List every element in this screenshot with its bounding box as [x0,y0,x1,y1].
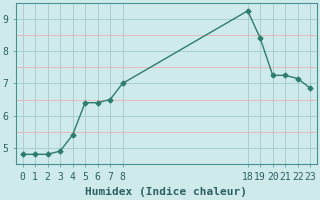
X-axis label: Humidex (Indice chaleur): Humidex (Indice chaleur) [85,187,247,197]
